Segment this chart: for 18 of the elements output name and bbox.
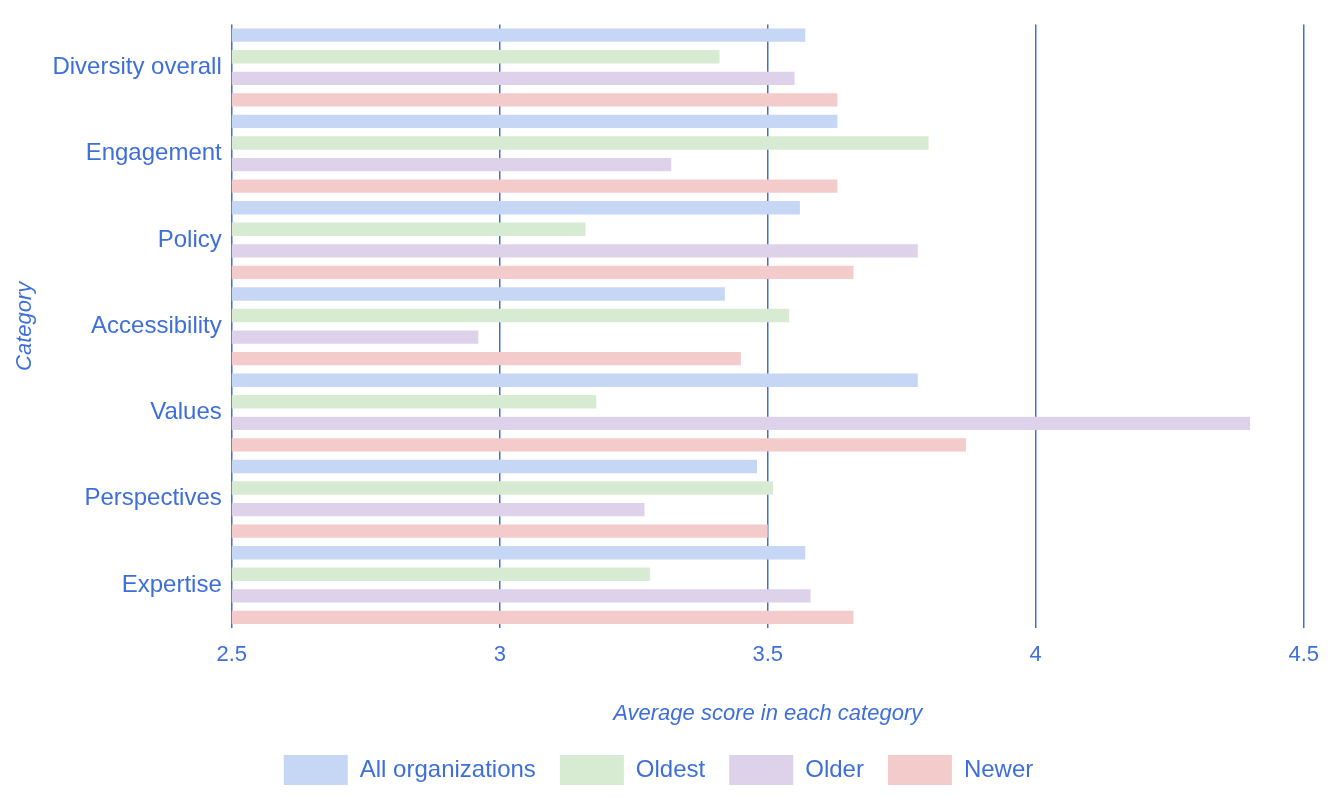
y-tick-label: Policy [157, 224, 222, 252]
y-tick-label: Accessibility [91, 310, 222, 338]
legend-label: Newer [963, 754, 1034, 782]
y-tick-label: Perspectives [84, 483, 222, 511]
x-tick-label: 4 [1029, 641, 1042, 667]
x-tick-label: 2.5 [216, 641, 248, 667]
legend-label: Oldest [635, 754, 706, 782]
legend-label: Older [805, 754, 864, 782]
y-tick-label: Expertise [121, 569, 222, 597]
x-tick-label: 3.5 [752, 641, 784, 667]
y-tick-label: Values [150, 397, 222, 425]
y-tick-label: Engagement [85, 138, 223, 166]
legend-label: All organizations [359, 754, 536, 782]
x-axis-title: Average score in each category [611, 699, 925, 725]
x-tick-label: 4.5 [1288, 641, 1320, 667]
y-axis-title: Category [11, 279, 37, 371]
x-tick-label: 3 [493, 641, 506, 667]
y-tick-label: Diversity overall [52, 52, 222, 80]
